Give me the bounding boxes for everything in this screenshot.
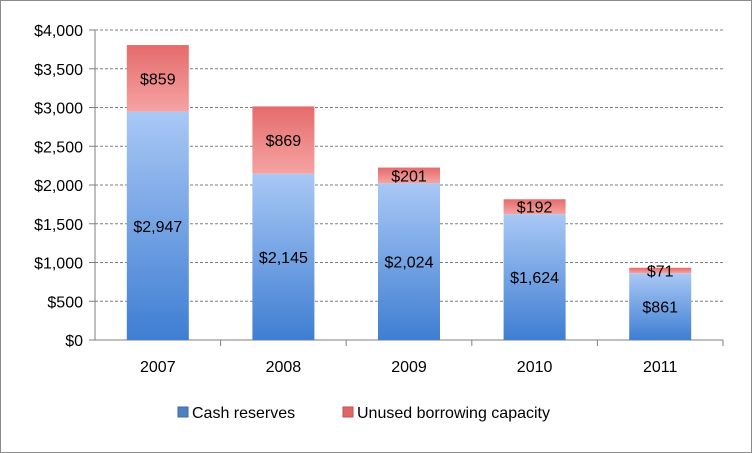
legend-swatch (177, 406, 189, 418)
y-tick-label: $3,500 (34, 62, 83, 79)
y-tick-label: $4,000 (34, 23, 83, 40)
y-tick-label: $0 (65, 333, 83, 350)
data-label: $861 (642, 300, 678, 317)
data-label: $869 (266, 133, 302, 150)
y-tick-label: $500 (47, 294, 83, 311)
bar-unused-borrowing-capacity (503, 199, 566, 215)
bar-unused-borrowing-capacity (378, 167, 440, 184)
axes: $0 $500 $1,000 $1,500 $2,000 $2,500 $3,000 $3,5… (34, 23, 724, 376)
data-label: $1,624 (510, 270, 559, 287)
bars (126, 45, 692, 340)
bar-unused-borrowing-capacity (126, 45, 189, 112)
data-label: $192 (517, 200, 553, 217)
x-tick-label: 2007 (140, 359, 176, 376)
y-tick-label: $2,000 (34, 178, 83, 195)
x-tick-label: 2009 (391, 359, 427, 376)
legend-swatch (342, 406, 354, 418)
y-tick-label: $1,000 (34, 256, 83, 273)
x-tick-label: 2011 (643, 359, 678, 376)
data-label: $2,947 (133, 219, 182, 236)
bar-cash-reserves (252, 173, 315, 340)
data-label: $2,024 (385, 255, 434, 272)
bar-unused-borrowing-capacity (629, 267, 692, 274)
data-labels: $2,947 $859 $2,145 $869 $2,024 $201 $1,624 $192… (133, 71, 678, 316)
x-tick-label: 2008 (266, 359, 302, 376)
data-label: $859 (140, 71, 176, 88)
bar-unused-borrowing-capacity (252, 106, 315, 174)
y-tick-label: $1,500 (34, 217, 83, 234)
bar-cash-reserves (629, 273, 692, 340)
legend: Cash reserves Unused borrowing capacity (177, 405, 550, 422)
data-label: $201 (391, 168, 427, 185)
bar-cash-reserves (378, 183, 440, 340)
x-tick-label: 2010 (517, 359, 553, 376)
data-label: $2,145 (259, 250, 308, 267)
data-label: $71 (647, 264, 674, 281)
bar-cash-reserves (126, 111, 189, 340)
y-tick-label: $3,000 (34, 101, 83, 118)
bar-cash-reserves (503, 214, 566, 340)
legend-label: Unused borrowing capacity (357, 405, 550, 422)
y-tick-label: $2,500 (34, 139, 83, 156)
legend-label: Cash reserves (192, 405, 295, 422)
